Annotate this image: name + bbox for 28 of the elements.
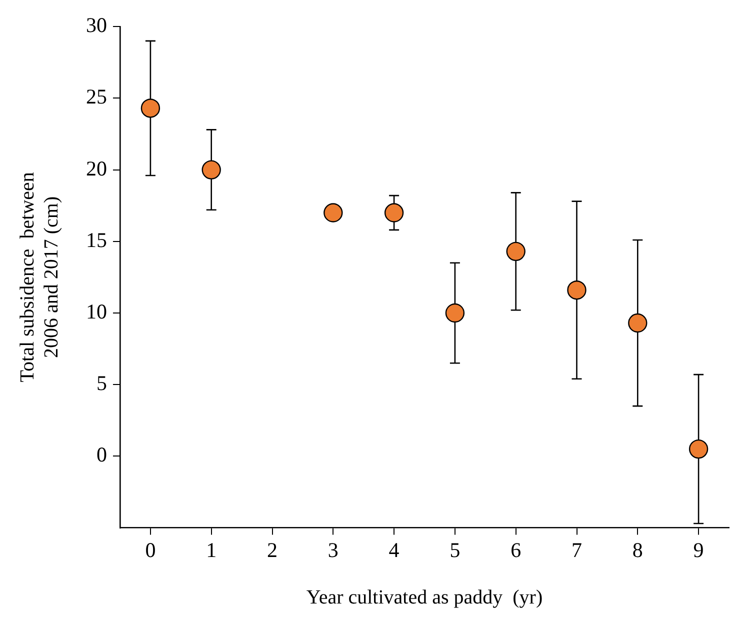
- y-tick-label: 25: [86, 84, 107, 109]
- x-tick-label: 1: [206, 538, 217, 562]
- x-tick-label: 0: [145, 538, 156, 562]
- x-tick-label: 8: [632, 538, 643, 562]
- point: [688, 439, 708, 459]
- y-axis-title: Total subsidence between 2006 and 2017 (cm): [16, 172, 62, 382]
- point: [140, 98, 160, 118]
- point: [384, 203, 404, 222]
- y-tick-label: 10: [86, 300, 107, 324]
- y-tick-label: 0: [96, 442, 107, 467]
- y-tick-label: 5: [96, 371, 107, 396]
- y-tick-label: 30: [86, 13, 107, 38]
- x-tick-label: 2: [267, 538, 278, 562]
- x-tick-label: 3: [328, 538, 338, 562]
- x-tick-label: 5: [450, 538, 460, 562]
- x-tick-label: 9: [693, 538, 704, 562]
- y-tick-label: 20: [86, 156, 107, 180]
- x-tick-label: 4: [388, 538, 400, 562]
- point: [567, 280, 586, 300]
- x-tick-label: 6: [510, 538, 522, 562]
- point: [324, 203, 343, 222]
- point: [445, 303, 465, 323]
- point: [506, 242, 526, 262]
- x-axis-title: Year cultivated as paddy (yr): [306, 586, 543, 608]
- x-tick-label: 7: [572, 538, 582, 562]
- point: [202, 160, 221, 180]
- point: [628, 313, 648, 333]
- y-tick-label: 15: [86, 228, 107, 252]
